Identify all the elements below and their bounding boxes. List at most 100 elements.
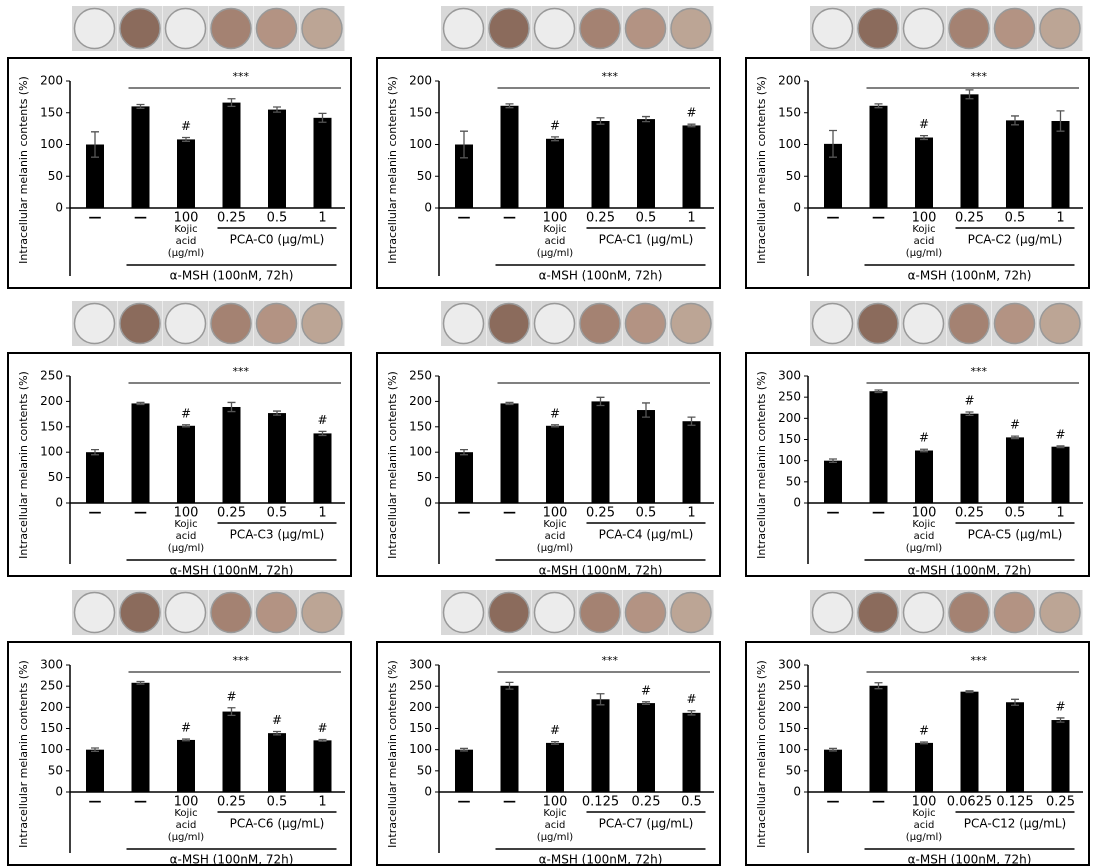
bar [915,742,933,792]
kojic-label: (μg/ml) [906,543,943,554]
significance: *** [233,654,250,667]
error-bar [1011,115,1019,126]
x-tick-label: — [872,795,885,810]
y-tick-label: 200 [409,394,432,408]
error-bar [596,693,605,706]
error-bar [551,740,559,745]
error-bar [874,682,883,690]
significance: *** [233,365,250,378]
well [948,302,990,345]
y-tick-label: 100 [409,742,432,756]
error-bar [227,98,236,108]
error-bar [273,410,281,416]
error-bar [182,738,190,742]
bar [1051,121,1070,208]
bar [1006,437,1024,503]
bar [455,749,473,792]
error-bar [829,458,837,464]
panel-frame [745,352,1090,577]
bar [86,749,104,792]
hash-label: # [181,119,191,133]
significance: *** [602,70,619,83]
bar [268,413,286,503]
kojic-label: acid [914,531,935,542]
well [811,302,854,345]
error-bar [596,117,605,125]
hash-label: # [181,406,191,420]
hash-label: # [641,683,651,697]
error-bar [874,389,883,394]
bar [313,740,332,792]
error-bar [91,131,99,158]
error-bar [596,396,605,407]
x-tick-label: 0.125 [996,795,1033,810]
x-tick-label: 0.5 [636,211,657,226]
x-tick-label: 0.5 [681,795,702,810]
kojic-label: acid [176,820,197,831]
x-tick-label: 100 [543,506,568,521]
kojic-label: Kojic [174,808,197,819]
significance: *** [233,70,250,83]
kojic-label: Kojic [912,519,935,530]
well [1039,591,1081,634]
y-tick-label: 200 [409,700,432,714]
kojic-label: acid [176,236,197,247]
well [442,7,485,50]
x-tick-label: 100 [912,211,937,226]
significance: *** [971,654,988,667]
y-tick-label: 100 [40,137,63,151]
treatment-label: α-MSH (100nM, 72h) [908,853,1032,866]
error-bar [965,89,974,100]
x-tick-label: 0.25 [955,506,984,521]
y-tick-label: 250 [409,369,432,383]
bar [682,712,701,792]
well [857,7,899,50]
well [948,591,990,634]
error-bar [318,738,327,742]
hash-label: # [550,723,560,737]
well [210,302,252,345]
error-bar [965,411,974,417]
y-tick-label: 200 [778,700,801,714]
kojic-label: acid [545,531,566,542]
group-label: PCA-C4 (μg/mL) [599,528,694,542]
error-bar [136,103,145,109]
kojic-label: (μg/ml) [168,832,205,843]
y-tick-label: 50 [417,763,432,777]
panel-frame [7,57,352,289]
x-tick-label: 0.25 [586,506,615,521]
error-bar [965,690,974,694]
error-bar [642,115,650,123]
bar [824,143,842,208]
error-bar [460,747,468,752]
y-tick-label: 250 [409,679,432,693]
bar [1051,720,1070,792]
well [857,591,899,634]
y-tick-label: 0 [793,496,801,510]
well [902,591,945,634]
well [255,302,298,345]
kojic-label: (μg/ml) [168,543,205,554]
y-tick-label: 250 [40,369,63,383]
panel-frame [7,641,352,866]
x-tick-label: 1 [687,506,695,521]
bar [591,699,610,792]
x-tick-label: 0.25 [217,506,246,521]
bar [546,138,564,208]
y-tick-label: 0 [55,201,63,215]
y-axis-label: Intracellular melanin contents (%) [755,76,768,264]
bar [268,109,286,208]
error-bar [1011,435,1019,440]
x-tick-label: — [503,795,516,810]
well [164,7,207,50]
hash-label: # [181,721,191,735]
x-tick-label: — [872,211,885,226]
error-bar [318,430,327,437]
y-axis-label: Intracellular melanin contents (%) [17,76,30,264]
kojic-label: Kojic [543,224,566,235]
significance: *** [971,70,988,83]
bar [131,106,150,208]
error-bar [318,112,327,123]
